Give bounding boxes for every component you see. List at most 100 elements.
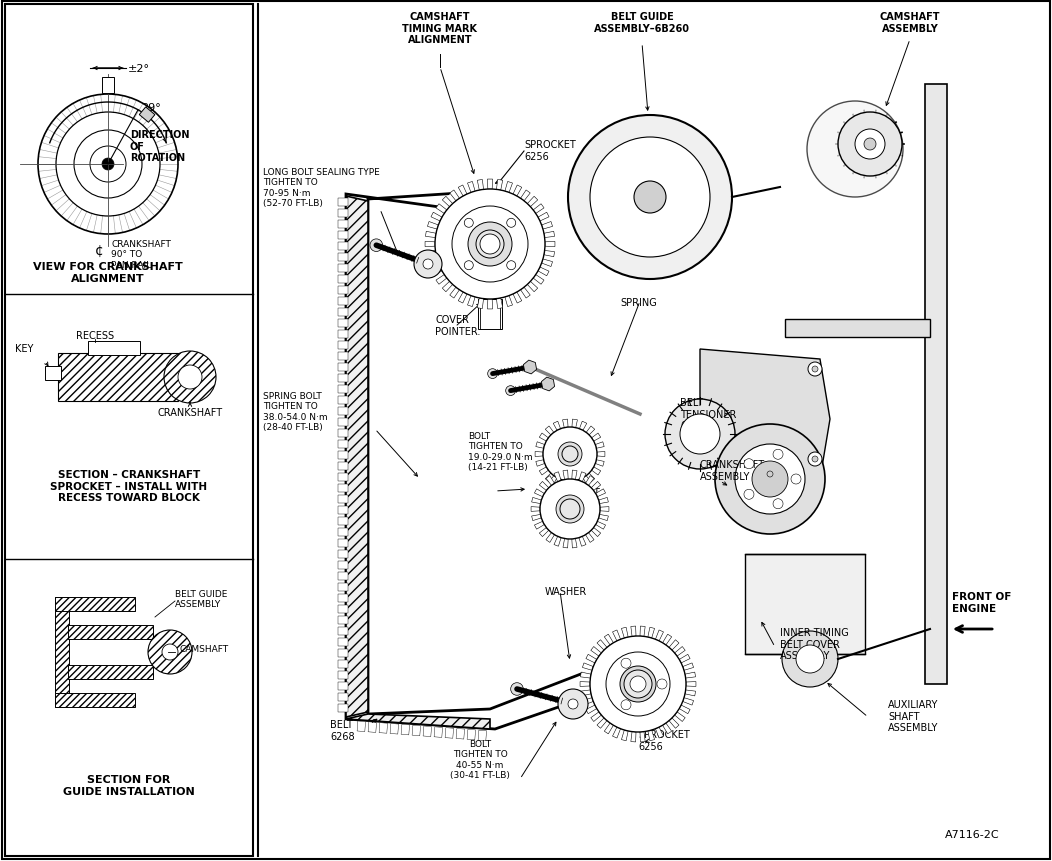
Polygon shape: [595, 461, 604, 467]
Polygon shape: [524, 361, 537, 375]
Polygon shape: [478, 299, 484, 309]
Polygon shape: [546, 476, 554, 486]
Text: BOLT
TIGHTEN TO
19.0-29.0 N·m
(14-21 FT-LB): BOLT TIGHTEN TO 19.0-29.0 N·m (14-21 FT-…: [468, 431, 532, 472]
Bar: [88, 342, 140, 356]
Circle shape: [558, 443, 582, 467]
Circle shape: [782, 631, 838, 687]
Bar: [338, 276, 348, 283]
Text: VIEW FOR CRANKSHAFT
ALIGNMENT: VIEW FOR CRANKSHAFT ALIGNMENT: [33, 262, 183, 283]
Polygon shape: [631, 626, 636, 636]
Text: SECTION FOR
GUIDE INSTALLATION: SECTION FOR GUIDE INSTALLATION: [63, 774, 195, 796]
Polygon shape: [540, 468, 548, 475]
Polygon shape: [487, 300, 492, 310]
Polygon shape: [533, 205, 544, 214]
Circle shape: [808, 362, 822, 376]
Circle shape: [506, 387, 515, 396]
Polygon shape: [596, 452, 605, 457]
Polygon shape: [427, 260, 439, 267]
Bar: [338, 386, 348, 393]
Circle shape: [624, 670, 652, 698]
Circle shape: [796, 645, 824, 673]
Polygon shape: [436, 276, 447, 285]
Bar: [338, 287, 348, 294]
Polygon shape: [478, 730, 486, 740]
Bar: [338, 232, 348, 239]
Bar: [338, 517, 348, 525]
Circle shape: [606, 653, 670, 716]
Polygon shape: [497, 180, 503, 191]
Bar: [338, 418, 348, 426]
Circle shape: [464, 262, 473, 270]
Text: FRONT OF
ENGINE: FRONT OF ENGINE: [952, 592, 1011, 613]
Circle shape: [434, 189, 545, 300]
Circle shape: [102, 158, 114, 170]
Circle shape: [452, 207, 528, 282]
Polygon shape: [425, 232, 437, 238]
Polygon shape: [423, 726, 431, 737]
Text: BELT GUIDE
ASSEMBLY: BELT GUIDE ASSEMBLY: [175, 589, 227, 609]
Circle shape: [464, 219, 473, 228]
Polygon shape: [580, 478, 587, 487]
Bar: [58, 354, 178, 401]
Text: KEY: KEY: [15, 344, 34, 354]
Polygon shape: [542, 260, 552, 267]
Bar: [338, 363, 348, 372]
Text: CRANKSHAFT: CRANKSHAFT: [158, 407, 223, 418]
Circle shape: [426, 181, 554, 308]
Polygon shape: [686, 682, 696, 686]
Circle shape: [838, 113, 902, 177]
Polygon shape: [572, 480, 578, 489]
Polygon shape: [648, 628, 654, 638]
Text: INNER TIMING
BELT COVER
ASSEMBLY: INNER TIMING BELT COVER ASSEMBLY: [780, 628, 849, 660]
Polygon shape: [579, 472, 586, 482]
Polygon shape: [580, 682, 590, 686]
Polygon shape: [521, 288, 530, 299]
Polygon shape: [531, 507, 540, 511]
Polygon shape: [554, 472, 561, 482]
Bar: [338, 682, 348, 691]
Polygon shape: [586, 426, 594, 436]
Polygon shape: [427, 222, 439, 230]
Polygon shape: [553, 478, 561, 487]
Bar: [925, 85, 947, 684]
Polygon shape: [591, 434, 601, 442]
Circle shape: [634, 182, 666, 214]
Bar: [338, 594, 348, 603]
Circle shape: [791, 474, 801, 485]
Circle shape: [735, 444, 805, 514]
Circle shape: [510, 683, 523, 696]
Text: 29°: 29°: [141, 102, 161, 113]
Polygon shape: [459, 293, 467, 304]
Circle shape: [178, 366, 202, 389]
Circle shape: [557, 495, 584, 523]
Text: CRANKSHAFT
90° TO
PAN RAIL: CRANKSHAFT 90° TO PAN RAIL: [112, 239, 170, 269]
Circle shape: [807, 102, 903, 198]
Circle shape: [532, 472, 608, 548]
Polygon shape: [595, 443, 604, 449]
Circle shape: [658, 679, 667, 689]
Polygon shape: [680, 705, 690, 714]
Circle shape: [812, 367, 818, 373]
Text: CAMSHAFT
ASSEMBLY: CAMSHAFT ASSEMBLY: [879, 12, 940, 34]
Bar: [338, 210, 348, 218]
Circle shape: [562, 447, 578, 462]
Polygon shape: [655, 630, 664, 641]
Text: ±2°: ±2°: [128, 64, 150, 74]
Polygon shape: [586, 705, 596, 714]
Circle shape: [773, 499, 783, 509]
Text: LONG BOLT SEALING TYPE
TIGHTEN TO
70-95 N·m
(52-70 FT-LB): LONG BOLT SEALING TYPE TIGHTEN TO 70-95 …: [263, 168, 380, 208]
Polygon shape: [579, 536, 586, 547]
Bar: [338, 583, 348, 592]
Bar: [45, 367, 61, 381]
Polygon shape: [513, 293, 522, 304]
Circle shape: [665, 400, 735, 469]
Circle shape: [507, 219, 515, 228]
Text: BELT GUIDE
ASSEMBLY–6B260: BELT GUIDE ASSEMBLY–6B260: [594, 12, 690, 34]
Polygon shape: [591, 528, 601, 537]
Polygon shape: [640, 626, 645, 636]
Text: AUXILIARY
SHAFT
ASSEMBLY: AUXILIARY SHAFT ASSEMBLY: [888, 699, 938, 733]
Bar: [338, 616, 348, 624]
Circle shape: [558, 689, 588, 719]
Bar: [338, 353, 348, 361]
Polygon shape: [431, 268, 442, 276]
